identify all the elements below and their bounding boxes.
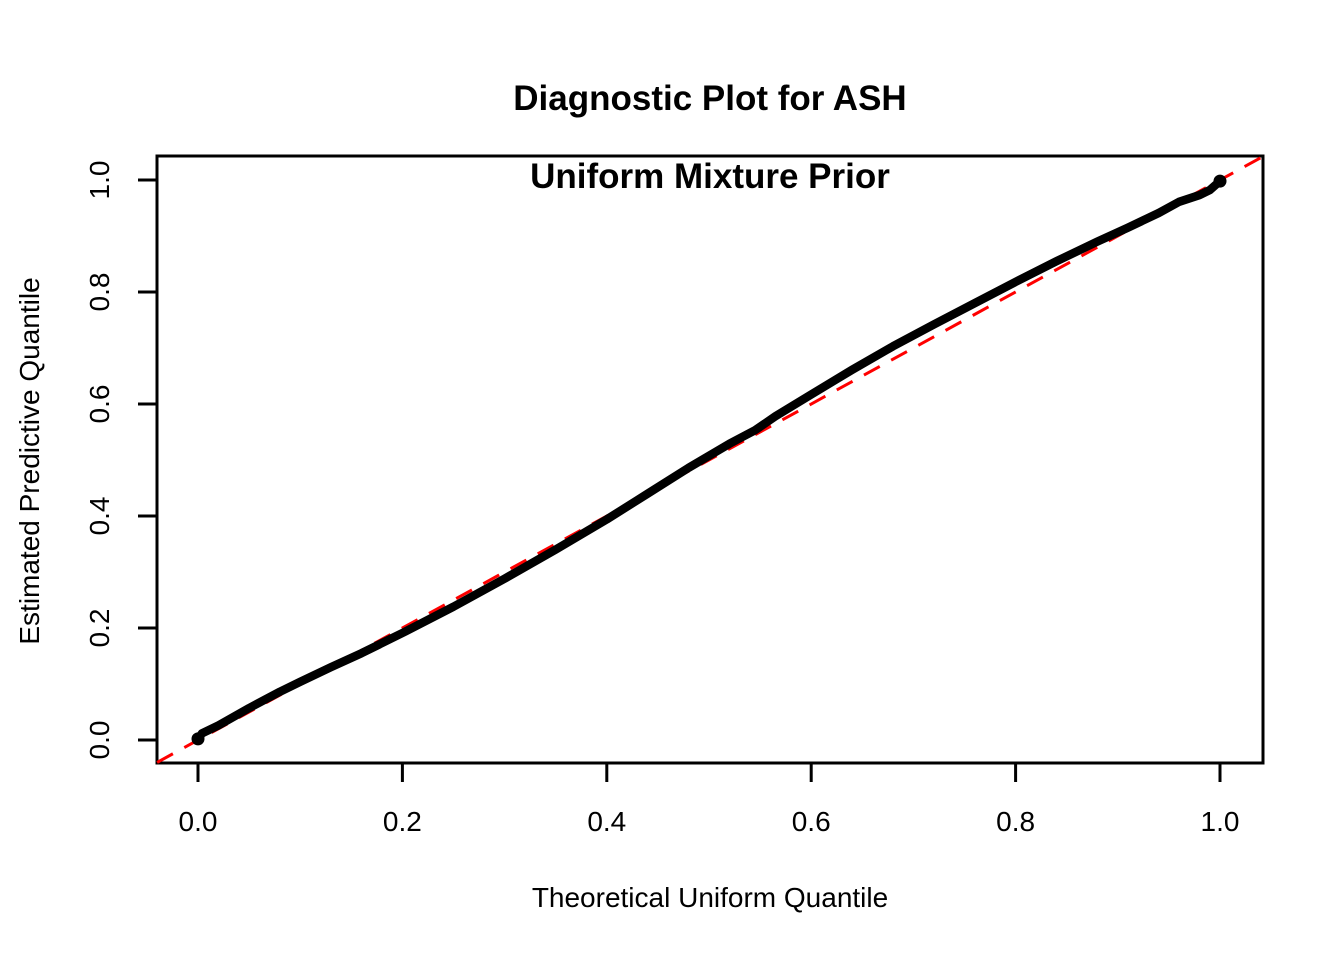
plot-box <box>155 154 1265 765</box>
x-tick-label: 0.6 <box>791 806 831 837</box>
chart-title-line2: Uniform Mixture Prior <box>530 157 890 196</box>
x-tick-label: 1.0 <box>1200 806 1240 837</box>
qq-curve <box>193 176 1225 744</box>
y-tick-label: 1.0 <box>84 160 115 200</box>
x-tick-label: 0.8 <box>996 806 1036 837</box>
y-axis-ticks <box>138 178 157 742</box>
y-tick-label: 0.0 <box>84 720 115 760</box>
curve-start-point <box>191 732 205 746</box>
chart-title-line1: Diagnostic Plot for ASH <box>513 79 907 118</box>
x-tick-label: 0.4 <box>587 806 627 837</box>
chart-title: Diagnostic Plot for ASH Uniform Mixture … <box>157 40 1263 235</box>
y-tick-label: 0.2 <box>84 608 115 648</box>
y-tick-label: 0.6 <box>84 384 115 424</box>
y-axis-label: Estimated Predictive Quantile <box>14 277 45 645</box>
x-axis-label: Theoretical Uniform Quantile <box>531 882 889 913</box>
x-tick-label: 0.2 <box>382 806 422 837</box>
x-axis-ticks <box>196 763 1222 782</box>
x-tick-label: 0.0 <box>178 806 218 837</box>
y-tick-label: 0.8 <box>84 272 115 312</box>
curve-end-point <box>1213 174 1227 188</box>
y-tick-label: 0.4 <box>84 496 115 536</box>
